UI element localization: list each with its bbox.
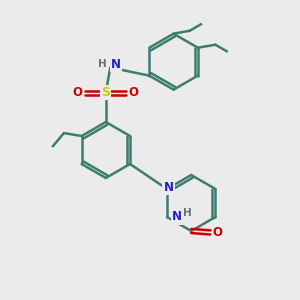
Text: O: O bbox=[73, 86, 83, 99]
Text: O: O bbox=[213, 226, 223, 239]
Text: H: H bbox=[98, 59, 106, 69]
Text: N: N bbox=[111, 58, 121, 70]
Text: N: N bbox=[164, 181, 173, 194]
Text: H: H bbox=[183, 208, 192, 218]
Text: S: S bbox=[101, 86, 110, 99]
Text: N: N bbox=[172, 211, 182, 224]
Text: O: O bbox=[129, 86, 139, 99]
